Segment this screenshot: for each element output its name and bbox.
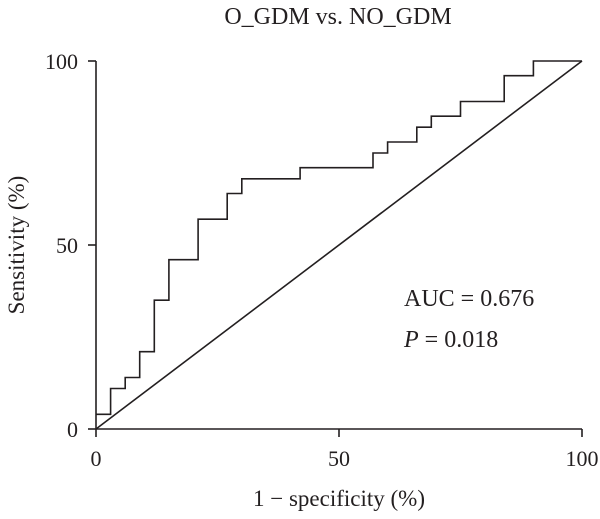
reference-diagonal-line [95, 60, 583, 430]
axis-ticks [88, 60, 583, 437]
x-tick-label-100: 100 [566, 446, 599, 471]
plot-area [88, 60, 583, 437]
roc-curve-line [96, 60, 582, 416]
x-tick-label-0: 0 [91, 446, 102, 471]
p-value-text: = 0.018 [419, 327, 499, 353]
y-tick-label-50: 50 [56, 233, 78, 258]
auc-annotation: AUC = 0.676 [404, 286, 534, 312]
p-value-annotation: P = 0.018 [403, 327, 498, 353]
x-axis-label: 1 − specificity (%) [253, 486, 425, 511]
p-symbol: P [403, 327, 419, 353]
y-tick-label-0: 0 [67, 417, 78, 442]
series-group [95, 60, 583, 430]
x-tick-label-50: 50 [328, 446, 350, 471]
y-axis-label: Sensitivity (%) [4, 176, 29, 315]
chart-title: O_GDM vs. NO_GDM [224, 4, 451, 30]
y-tick-label-100: 100 [45, 49, 78, 74]
